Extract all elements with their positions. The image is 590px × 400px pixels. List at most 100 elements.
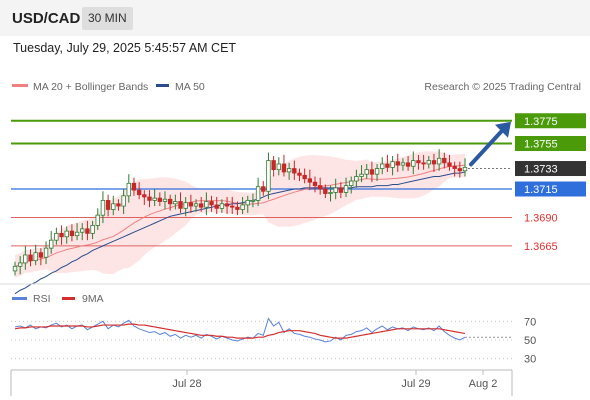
bearish-candle bbox=[421, 162, 426, 165]
bearish-candle bbox=[147, 196, 152, 201]
bearish-candle bbox=[281, 163, 287, 173]
timestamp: Tuesday, July 29, 2025 5:45:57 AM CET bbox=[13, 41, 237, 55]
bearish-candle bbox=[224, 203, 230, 207]
bullish-candle bbox=[64, 230, 69, 238]
bearish-candle bbox=[85, 228, 90, 234]
bearish-candle bbox=[131, 182, 137, 191]
rsi-tick-label: 30 bbox=[524, 354, 536, 366]
bullish-candle bbox=[74, 231, 80, 237]
bearish-candle bbox=[338, 187, 344, 193]
bullish-candle bbox=[152, 197, 157, 201]
timeframe-badge[interactable]: 30 MIN bbox=[82, 7, 133, 30]
bullish-candle bbox=[400, 162, 406, 166]
rsi-tick-label: 50 bbox=[524, 335, 536, 347]
bullish-candle bbox=[328, 192, 333, 194]
bullish-candle bbox=[436, 157, 442, 165]
bearish-candle bbox=[157, 197, 163, 202]
rsi-legend-swatch bbox=[12, 297, 27, 300]
rsi-tick-label: 70 bbox=[524, 316, 536, 328]
bearish-candle bbox=[142, 194, 147, 198]
bearish-candle bbox=[271, 160, 276, 171]
bullish-candle bbox=[411, 160, 416, 167]
bearish-candle bbox=[235, 206, 240, 210]
bearish-candle bbox=[69, 230, 75, 237]
bearish-candle bbox=[188, 202, 194, 207]
bearish-candle bbox=[116, 203, 121, 207]
bullish-candle bbox=[359, 173, 364, 177]
bearish-candle bbox=[59, 232, 64, 238]
bearish-candle bbox=[312, 181, 318, 186]
ma50-legend-swatch bbox=[156, 84, 169, 87]
bearish-candle bbox=[369, 169, 375, 175]
bullish-candle bbox=[80, 228, 85, 233]
ma20-legend-swatch bbox=[12, 84, 28, 87]
bearish-candle bbox=[307, 178, 313, 183]
bearish-candle bbox=[405, 162, 411, 167]
current-level-label: 1.3733 bbox=[524, 164, 558, 176]
bullish-candle bbox=[245, 199, 250, 206]
bearish-candle bbox=[416, 160, 421, 164]
bearish-candle bbox=[105, 199, 111, 210]
pivot-level-label: 1.3715 bbox=[524, 184, 558, 196]
bullish-candle bbox=[250, 199, 256, 202]
bullish-candle bbox=[204, 201, 209, 208]
credit-text: Research © 2025 Trading Central bbox=[424, 81, 581, 93]
bullish-candle bbox=[426, 160, 431, 165]
bearish-candle bbox=[167, 198, 173, 205]
bullish-candle bbox=[364, 169, 369, 175]
bearish-candle bbox=[302, 174, 307, 180]
bullish-candle bbox=[240, 204, 245, 210]
rsi-ma-legend-swatch bbox=[62, 297, 75, 300]
rsi-ma-line bbox=[14, 323, 466, 339]
bullish-candle bbox=[193, 203, 199, 207]
bullish-candle bbox=[126, 182, 131, 197]
bullish-candle bbox=[43, 247, 49, 258]
trend-arrow-head bbox=[495, 121, 511, 138]
bullish-candle bbox=[12, 265, 18, 272]
current-level-tag bbox=[515, 161, 586, 177]
resistance-level-tag bbox=[515, 113, 586, 129]
bearish-candle bbox=[28, 254, 33, 262]
trend-arrow-shaft bbox=[469, 128, 504, 167]
bearish-candle bbox=[261, 186, 266, 192]
ma50-line bbox=[14, 171, 466, 295]
bullish-candle bbox=[462, 166, 468, 172]
bullish-candle bbox=[255, 186, 261, 201]
bearish-candle bbox=[199, 203, 204, 208]
bullish-candle bbox=[374, 168, 380, 175]
x-tick-label: Jul 28 bbox=[172, 378, 201, 390]
x-tick-label: Jul 29 bbox=[401, 378, 430, 390]
bullish-candle bbox=[111, 203, 116, 210]
bullish-candle bbox=[49, 239, 54, 249]
bullish-candle bbox=[173, 201, 178, 205]
bullish-candle bbox=[90, 224, 95, 234]
bullish-candle bbox=[17, 262, 23, 267]
bearish-candle bbox=[395, 161, 400, 166]
rsi-line bbox=[14, 317, 466, 343]
bearish-candle bbox=[323, 188, 328, 194]
ma50-legend-label: MA 50 bbox=[175, 81, 205, 93]
bullish-candle bbox=[162, 198, 168, 202]
bearish-candle bbox=[136, 189, 142, 196]
bullish-candle bbox=[286, 168, 292, 173]
bullish-candle bbox=[333, 187, 338, 193]
support-level-label: 1.3690 bbox=[524, 212, 558, 224]
bullish-candle bbox=[276, 163, 281, 171]
bearish-candle bbox=[452, 165, 457, 169]
ma20-legend-label: MA 20 + Bollinger Bands bbox=[33, 81, 148, 93]
bearish-candle bbox=[442, 157, 447, 164]
resistance-level-label: 1.3755 bbox=[524, 139, 558, 151]
rsi-legend-label: RSI bbox=[33, 293, 51, 305]
bearish-candle bbox=[292, 168, 297, 174]
bullish-candle bbox=[95, 214, 100, 226]
bearish-candle bbox=[385, 163, 390, 168]
bullish-candle bbox=[23, 254, 28, 264]
bearish-candle bbox=[431, 160, 437, 165]
bullish-candle bbox=[54, 232, 59, 241]
bullish-candle bbox=[183, 202, 188, 209]
support-level-label: 1.3665 bbox=[524, 241, 558, 253]
bearish-candle bbox=[178, 201, 183, 209]
bullish-candle bbox=[121, 195, 126, 207]
pivot-level-tag bbox=[515, 181, 586, 197]
